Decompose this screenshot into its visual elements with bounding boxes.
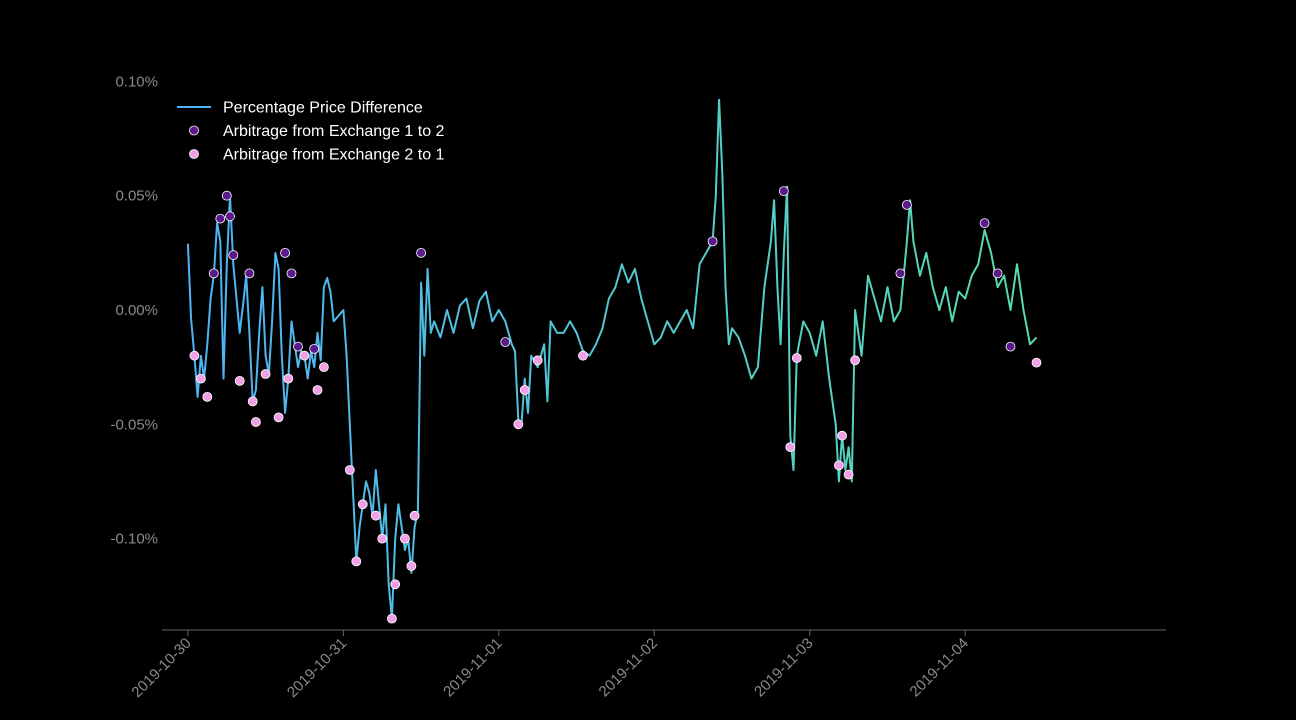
arbitrage-1-to-2-point <box>1005 341 1016 352</box>
arbitrage-2-to-1-point <box>837 430 847 441</box>
y-tick-label: -0.10% <box>110 531 158 548</box>
arbitrage-2-to-1-point <box>377 533 388 544</box>
arbitrage-2-to-1-point <box>390 579 401 590</box>
arbitrage-1-to-2-point <box>221 190 232 201</box>
arbitrage-2-to-1-point <box>195 373 206 384</box>
arbitrage-2-to-1-point <box>250 417 261 427</box>
arbitrage-2-to-1-point <box>202 391 213 402</box>
arbitrage-2-to-1-point <box>513 419 524 430</box>
arbitrage-2-to-1-point <box>351 556 362 567</box>
arbitrage-1-to-2-point <box>286 268 297 279</box>
arbitrage-2-to-1-point <box>283 373 294 384</box>
arbitrage-1-to-2-point <box>309 343 320 354</box>
arbitrage-2-to-1-point <box>578 350 588 361</box>
arbitrage-2-to-1-point <box>791 353 802 363</box>
arbitrage-2-to-1-point <box>409 510 420 521</box>
arbitrage-2-to-1-point <box>843 469 854 480</box>
arbitrage-1-to-2-point <box>992 268 1003 279</box>
arbitrage-2-to-1-point <box>189 350 200 361</box>
arbitrage-2-to-1-point <box>386 613 397 624</box>
arbitrage-1-to-2-point <box>293 341 303 352</box>
arbitrage-2-to-1-point <box>406 561 417 571</box>
arbitrage-1-to-2-markers <box>208 186 1016 354</box>
arbitrage-1-to-2-point <box>895 268 906 279</box>
arbitrage-2-to-1-point <box>532 355 543 366</box>
arbitrage-2-to-1-point <box>850 355 860 366</box>
y-axis-ticks: 0.10% 0.05% 0.00% -0.05% -0.10% <box>110 73 158 547</box>
arbitrage-1-to-2-point <box>416 247 427 258</box>
arbitrage-1-to-2-point <box>500 337 511 347</box>
arbitrage-1-to-2-point <box>778 186 789 197</box>
series-layer <box>186 98 1042 624</box>
arbitrage-2-to-1-point <box>247 396 258 407</box>
legend-label: Percentage Price Difference <box>223 100 423 117</box>
arbitrage-2-to-1-point <box>1031 357 1042 368</box>
price-difference-line <box>186 98 1038 620</box>
arbitrage-1-to-2-point <box>707 236 718 247</box>
y-tick-label: 0.10% <box>115 73 158 90</box>
y-tick-label: -0.05% <box>110 416 158 433</box>
y-tick-label: 0.05% <box>115 188 158 205</box>
arbitrage-1-to-2-point <box>244 268 255 279</box>
arbitrage-2-to-1-point <box>273 412 284 423</box>
arbitrage-1-to-2-point <box>979 218 990 229</box>
arbitrage-2-to-1-point <box>299 350 310 361</box>
arbitrage-1-to-2-point <box>902 199 912 210</box>
arbitrage-1-to-2-point <box>280 247 291 258</box>
legend-label: Arbitrage from Exchange 1 to 2 <box>223 123 445 140</box>
arbitrage-2-to-1-point <box>312 385 323 395</box>
arbitrage-2-to-1-point <box>260 369 271 379</box>
arbitrage-2-to-1-point <box>399 533 410 544</box>
arbitrage-1-to-2-point <box>225 211 235 222</box>
arbitrage-2-to-1-markers <box>189 350 1042 624</box>
legend: Percentage Price Difference Arbitrage fro… <box>177 100 445 164</box>
arbitrage-1-to-2-point <box>228 250 239 261</box>
arbitrage-2-to-1-point <box>519 385 530 395</box>
arbitrage-2-to-1-point <box>370 510 381 521</box>
legend-marker-swatch <box>189 149 199 159</box>
arbitrage-2-to-1-point <box>357 499 368 510</box>
y-tick-label: 0.00% <box>115 302 158 319</box>
arbitrage-1-to-2-point <box>215 213 226 224</box>
legend-marker-swatch <box>189 125 199 136</box>
arbitrage-2-to-1-point <box>318 362 329 373</box>
arbitrage-2-to-1-point <box>834 460 844 471</box>
arbitrage-2-to-1-point <box>344 465 355 475</box>
arbitrage-2-to-1-point <box>234 375 245 386</box>
legend-label: Arbitrage from Exchange 2 to 1 <box>223 147 445 164</box>
arbitrage-1-to-2-point <box>208 268 219 279</box>
arbitrage-2-to-1-point <box>785 442 796 453</box>
